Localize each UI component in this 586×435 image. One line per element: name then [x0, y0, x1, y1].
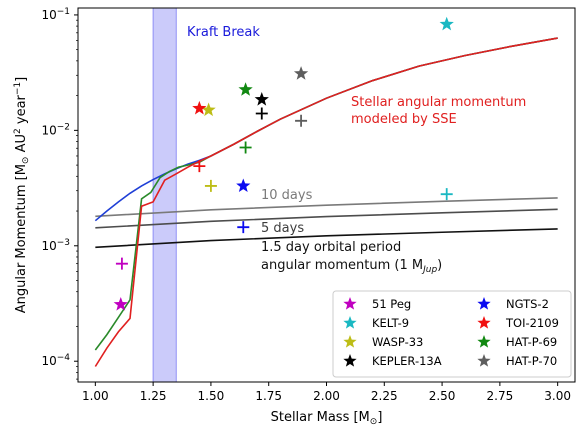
star-marker-kelt-9: [439, 16, 454, 31]
star-marker-kepler-13a: [254, 92, 269, 106]
legend-label-51-peg: 51 Peg: [372, 297, 411, 311]
y-tick-label: 10−4: [41, 353, 70, 368]
series-layer: [94, 37, 558, 367]
legend-star-hat-p-70: [477, 354, 491, 367]
x-tick-label: 2.75: [487, 389, 514, 403]
legend-box: [332, 290, 572, 378]
one-point-five-day-label-line1: 1.5 day orbital period: [261, 240, 401, 255]
series-line-orbit-15d: [95, 228, 558, 249]
x-tick-label: 2.00: [313, 389, 340, 403]
legend-label-ngts-2: NGTS-2: [506, 297, 549, 311]
star-marker-51-peg: [113, 297, 128, 311]
plus-marker-kelt-9: [440, 188, 453, 201]
kraft-break-band: [152, 8, 177, 382]
sse-annotation-line1: Stellar angular momentum: [351, 95, 526, 110]
star-marker-toi-2109: [192, 100, 207, 115]
legend-label-kepler-13a: KEPLER-13A: [372, 354, 442, 368]
legend-star-toi-2109: [477, 316, 491, 329]
plus-marker-51-peg: [115, 257, 128, 270]
ten-days-label: 10 days: [261, 188, 313, 203]
one-point-five-day-label-line2: angular momentum (1 MJup): [261, 258, 442, 275]
plus-marker-hat-p-70: [295, 114, 308, 127]
y-tick-label: 10−2: [41, 122, 70, 137]
plus-marker-kepler-13a: [255, 107, 268, 120]
star-marker-wasp-33: [201, 102, 216, 117]
legend-label-hat-p-69: HAT-P-69: [506, 335, 557, 349]
star-marker-ngts-2: [236, 178, 251, 192]
x-tick-label: 2.50: [429, 389, 456, 403]
legend-label-hat-p-70: HAT-P-70: [506, 354, 557, 368]
legend-label-kelt-9: KELT-9: [372, 316, 409, 330]
points-layer: [113, 16, 454, 311]
x-ticks: 1.00 1.25 1.50 1.75 2.00 2.25 2.50 2.75 3.00: [82, 382, 571, 403]
x-tick-label: 2.25: [371, 389, 398, 403]
five-days-label: 5 days: [261, 221, 304, 236]
legend-label-wasp-33: WASP-33: [372, 335, 423, 349]
sse-annotation-line2: modeled by SSE: [351, 112, 457, 127]
legend-label-toi-2109: TOI-2109: [505, 316, 559, 330]
y-tick-label: 10−3: [41, 238, 70, 253]
x-axis-label: Stellar Mass [M⊙]: [271, 410, 383, 427]
legend-star-kelt-9: [343, 316, 357, 329]
x-tick-label: 1.50: [198, 389, 225, 403]
y-tick-label: 10−1: [41, 7, 70, 22]
plus-marker-wasp-33: [204, 179, 217, 192]
legend: 51 Peg KELT-9 WASP-33 KEPLER-13A NGTS-2 TOI-2…: [332, 290, 572, 378]
x-tick-label: 1.75: [255, 389, 282, 403]
legend-star-kepler-13a: [343, 354, 357, 367]
series-line-orbit-10d: [95, 197, 558, 218]
y-axis-label: Angular Momentum [M⊙ AU2 year−1]: [13, 77, 31, 314]
series-line-orbit-5d: [95, 208, 558, 229]
kraft-break-label: Kraft Break: [187, 25, 260, 40]
star-marker-hat-p-69: [238, 82, 253, 96]
legend-star-ngts-2: [477, 297, 491, 310]
series-line-sse-red: [94, 37, 558, 367]
y-ticks: 10−4 10−3 10−2 10−1: [41, 7, 78, 380]
x-tick-label: 3.00: [544, 389, 571, 403]
legend-star-51-peg: [343, 297, 357, 310]
star-marker-hat-p-70: [293, 66, 309, 80]
plus-marker-hat-p-69: [239, 141, 252, 154]
plus-marker-toi-2109: [193, 160, 206, 173]
x-tick-label: 1.00: [82, 389, 109, 403]
legend-star-hat-p-69: [477, 335, 491, 348]
plus-marker-ngts-2: [237, 221, 250, 234]
legend-star-wasp-33: [343, 335, 357, 348]
x-tick-label: 1.25: [140, 389, 167, 403]
